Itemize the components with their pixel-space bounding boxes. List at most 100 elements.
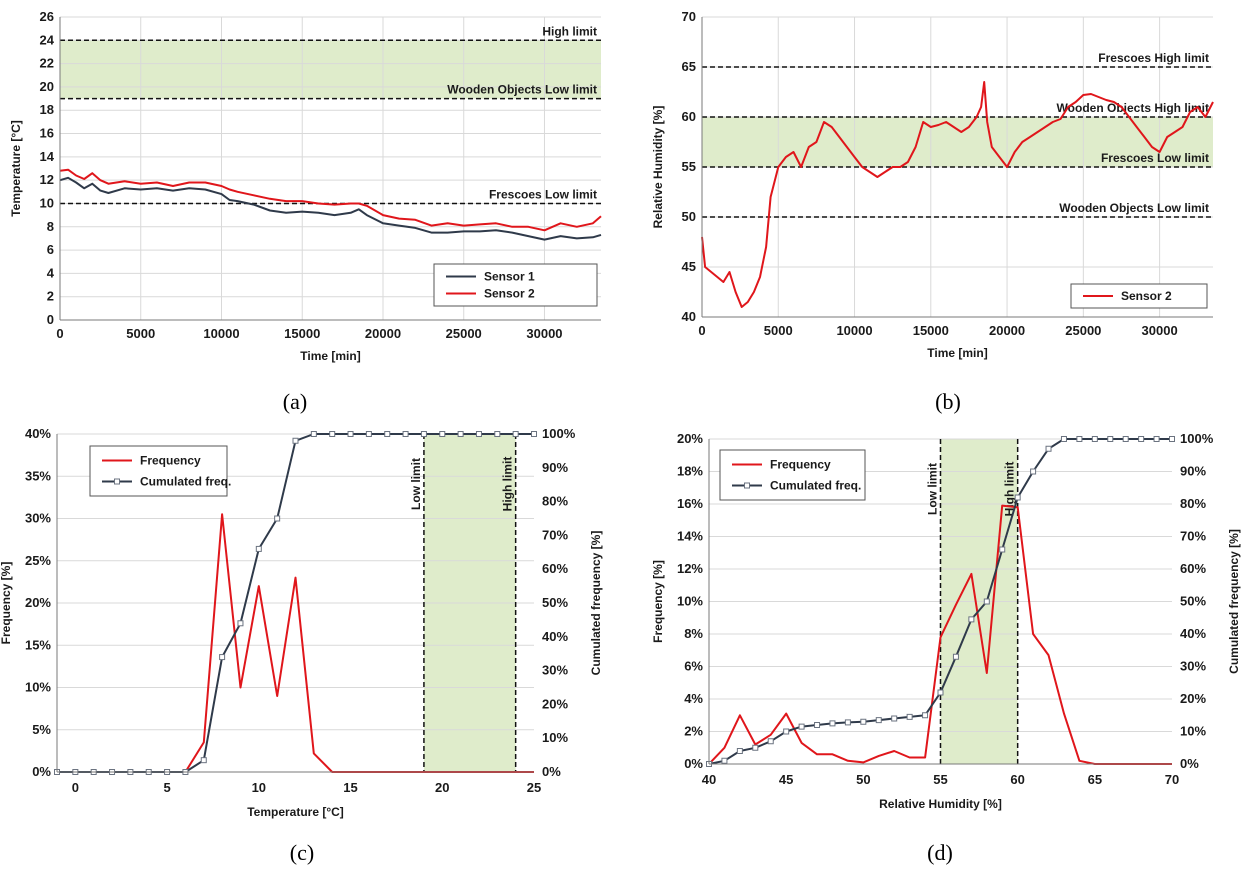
y2-tick-label: 70% [542, 527, 568, 542]
limit-label: Wooden Objects High limit [1057, 101, 1209, 115]
y2-tick-label: 100% [1180, 431, 1214, 446]
data-point [384, 431, 391, 437]
data-point [1060, 436, 1067, 442]
data-point [875, 717, 882, 724]
x-tick-label: 45 [779, 772, 793, 787]
y2-tick-label: 10% [542, 730, 568, 745]
data-point [420, 431, 427, 437]
y-tick-label: 4 [47, 265, 55, 280]
limit-label: Low limit [409, 458, 423, 510]
y2-tick-label: 80% [1180, 496, 1206, 511]
y2-tick-label: 40% [1180, 626, 1206, 641]
x-tick-label: 20000 [365, 326, 401, 341]
y-tick-label: 12% [677, 561, 703, 576]
data-point [814, 722, 821, 728]
x-tick-label: 20 [435, 780, 449, 795]
limit-label: High limit [501, 457, 515, 512]
y2-tick-label: 90% [1180, 464, 1206, 479]
x-axis-title: Time [min] [300, 349, 360, 363]
y2-tick-label: 100% [542, 426, 576, 441]
y-tick-label: 8 [47, 219, 54, 234]
data-point [798, 723, 805, 730]
data-point [891, 715, 898, 722]
comfort-band [702, 117, 1213, 167]
y-tick-label: 35% [25, 468, 51, 483]
data-point [365, 431, 372, 437]
y-tick-label: 24 [40, 32, 55, 47]
data-point [1030, 468, 1037, 475]
x-tick-label: 55 [933, 772, 947, 787]
y-tick-label: 55 [682, 159, 696, 174]
y2-tick-label: 10% [1180, 724, 1206, 739]
limit-label: High limit [542, 24, 597, 38]
data-point [767, 738, 774, 745]
y-tick-label: 18% [677, 464, 703, 479]
x-axis-title: Temperature [°C] [247, 805, 344, 819]
x-tick-label: 25000 [446, 326, 482, 341]
legend-label: Frequency [770, 458, 831, 472]
data-point [752, 744, 759, 751]
data-point [274, 515, 281, 522]
y-tick-label: 2 [47, 289, 54, 304]
data-point [844, 719, 851, 726]
data-point [829, 720, 836, 727]
comfort-band [60, 40, 601, 99]
y-tick-label: 10 [40, 195, 54, 210]
legend-marker [114, 478, 120, 485]
y-tick-label: 8% [684, 626, 703, 641]
data-point [1091, 436, 1098, 442]
y2-tick-label: 0% [1180, 756, 1199, 771]
panel-label-b: (b) [935, 389, 961, 414]
data-point [1169, 436, 1175, 442]
y-tick-label: 20 [40, 79, 54, 94]
x-tick-label: 10000 [836, 323, 872, 338]
data-point [531, 431, 537, 437]
legend-box [433, 263, 598, 307]
x-tick-label: 15000 [284, 326, 320, 341]
y2-tick-label: 80% [542, 494, 568, 509]
y2-tick-label: 40% [542, 629, 568, 644]
y-tick-label: 14 [40, 149, 55, 164]
y-tick-label: 12 [40, 172, 54, 187]
legend-marker [744, 482, 750, 489]
x-tick-label: 20000 [989, 323, 1025, 338]
legend-label: Sensor 2 [1121, 289, 1172, 303]
data-point [439, 431, 446, 437]
x-tick-label: 70 [1165, 772, 1179, 787]
x-tick-label: 10000 [203, 326, 239, 341]
data-point [219, 654, 226, 661]
x-tick-label: 0 [56, 326, 63, 341]
data-point [721, 757, 728, 764]
limit-label: Frescoes High limit [1098, 51, 1209, 65]
legend-label: Sensor 1 [484, 270, 535, 284]
y-tick-label: 14% [677, 529, 703, 544]
data-point [200, 757, 207, 764]
x-tick-label: 30000 [526, 326, 562, 341]
x-tick-label: 0 [72, 780, 79, 795]
limit-label: High limit [1003, 462, 1017, 517]
x-tick-label: 5000 [764, 323, 793, 338]
y-tick-label: 6% [684, 659, 703, 674]
y2-tick-label: 60% [542, 561, 568, 576]
data-point [1045, 445, 1052, 452]
y-tick-label: 40% [25, 426, 51, 441]
y2-tick-label: 20% [542, 696, 568, 711]
data-point [906, 713, 913, 720]
y-tick-label: 10% [25, 680, 51, 695]
y-tick-label: 40 [682, 309, 696, 324]
y-tick-label: 0% [684, 756, 703, 771]
data-point [999, 546, 1006, 553]
y-tick-label: 25% [25, 553, 51, 568]
data-point [347, 431, 354, 437]
panel-label-d: (d) [927, 840, 953, 865]
y-tick-label: 0% [32, 764, 51, 779]
series-line [59, 176, 602, 241]
y2-axis-title: Cumulated frequency [%] [589, 531, 603, 676]
y-tick-label: 6 [47, 242, 54, 257]
legend-label: Cumulated freq. [140, 475, 231, 489]
y-axis-title: Relative Humidity [%] [651, 106, 665, 229]
legend-box [719, 449, 866, 501]
legend-label: Sensor 2 [484, 287, 535, 301]
